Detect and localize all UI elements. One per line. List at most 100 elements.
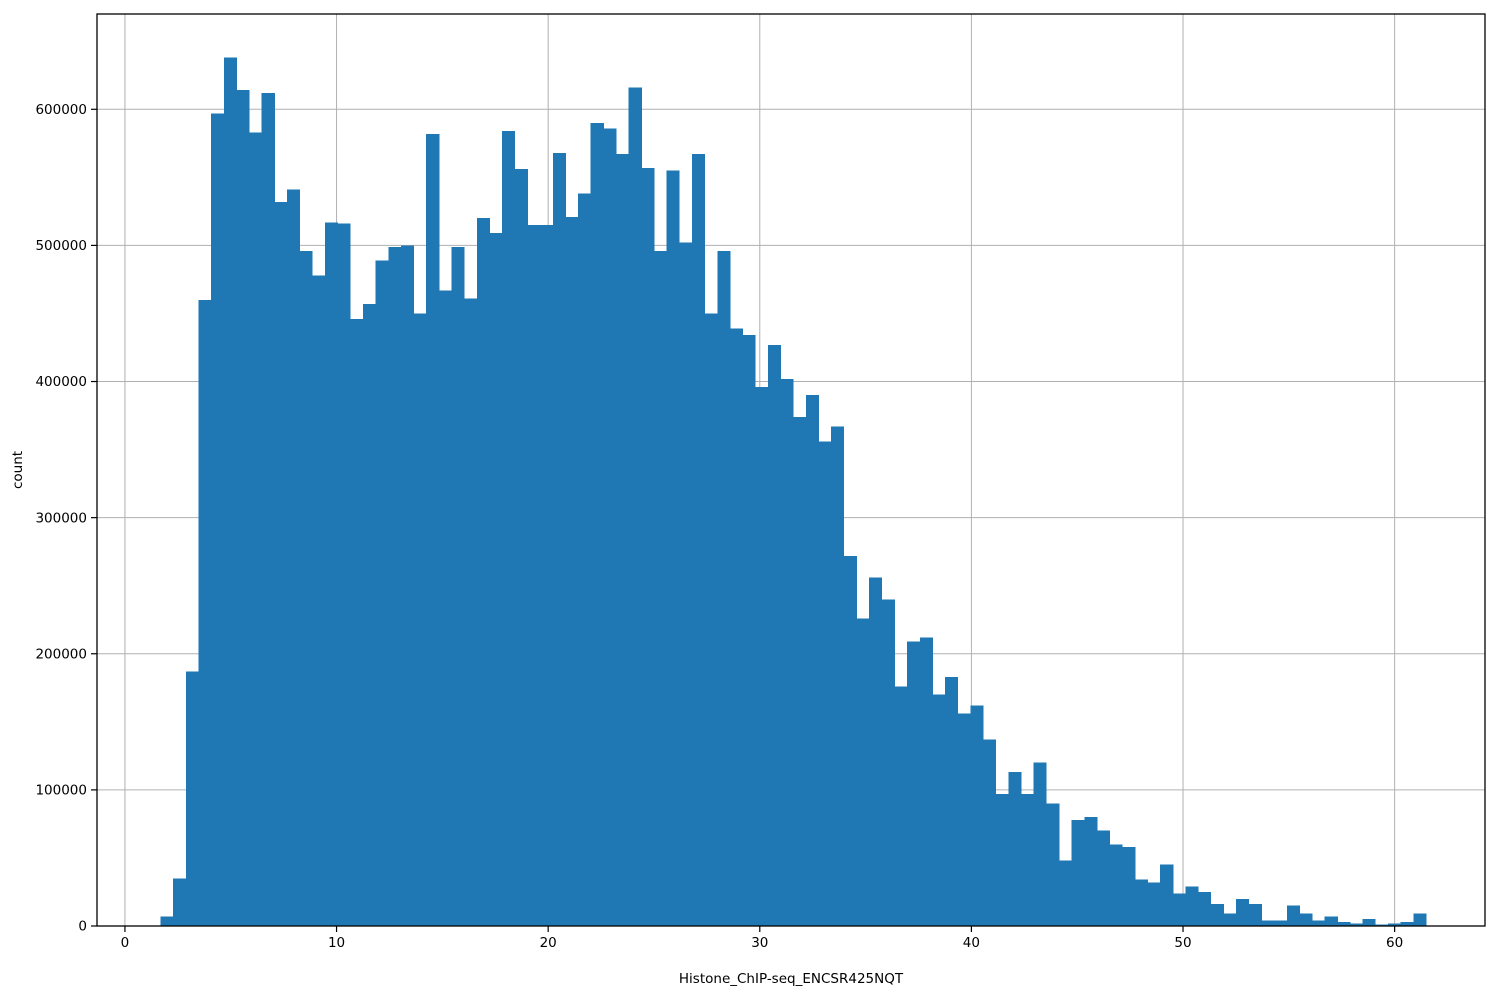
histogram-bar — [1185, 886, 1199, 926]
histogram-bar — [1160, 864, 1174, 926]
histogram-bar — [388, 246, 402, 927]
histogram-bar — [198, 299, 212, 927]
histogram-bar — [1375, 924, 1389, 926]
histogram-bar — [1248, 904, 1262, 926]
x-tick-label: 40 — [963, 935, 980, 951]
histogram-bar — [1223, 913, 1237, 926]
histogram-bar — [249, 132, 263, 926]
histogram-bar — [666, 170, 680, 927]
histogram-bar — [793, 416, 807, 926]
histogram-bar — [983, 739, 997, 926]
histogram-bar — [945, 676, 959, 926]
y-tick-label: 500000 — [35, 238, 87, 254]
histogram-bar — [831, 426, 845, 926]
histogram-bar — [970, 705, 984, 926]
histogram-bar — [287, 189, 301, 927]
histogram-bar — [514, 169, 528, 926]
x-tick-label: 20 — [540, 935, 557, 951]
spines-layer — [96, 13, 1486, 927]
histogram-bar — [717, 250, 731, 926]
histogram-bar — [489, 233, 503, 927]
histogram-bar — [185, 671, 199, 926]
histogram-bar — [1021, 793, 1035, 926]
histogram-bar — [451, 246, 465, 927]
histogram-bar — [641, 167, 655, 926]
histogram-bar — [1147, 882, 1161, 926]
histogram-bar — [843, 555, 857, 926]
ticks-layer: 0 10 20 30 40 50 60 0 100000 200000 300000 400000 50… — [35, 102, 1403, 951]
histogram-bar — [869, 577, 883, 926]
histogram-bar — [1071, 819, 1085, 926]
y-tick-label: 400000 — [35, 374, 87, 390]
histogram-bar — [426, 133, 440, 926]
histogram-bar — [173, 878, 187, 926]
histogram-bar — [1210, 904, 1224, 926]
histogram-bar — [375, 260, 389, 927]
histogram-bar — [223, 57, 237, 926]
histogram-bar — [603, 128, 617, 926]
histogram-bar — [1324, 916, 1338, 926]
histogram-bar — [654, 250, 668, 926]
histogram-bar — [160, 916, 174, 926]
histogram-bar — [1096, 830, 1110, 926]
histogram-bar — [616, 154, 630, 926]
histogram-bar — [1134, 879, 1148, 926]
histogram-bar — [1236, 898, 1250, 926]
histogram-bar — [780, 378, 794, 926]
histogram-bar — [1413, 913, 1427, 926]
histogram-bar — [1084, 817, 1098, 926]
histogram-bar — [464, 298, 478, 926]
histogram-bar — [540, 224, 554, 926]
histogram-bar — [691, 154, 706, 926]
histogram-bar — [1172, 893, 1186, 926]
histogram-bar — [1046, 803, 1060, 926]
histogram-bar — [805, 395, 819, 926]
histogram-bar — [261, 92, 275, 926]
histogram-bar — [894, 686, 908, 926]
bars-layer — [160, 57, 1427, 927]
histogram-bar — [1286, 905, 1300, 926]
histogram-bar — [1350, 923, 1364, 926]
histogram-bar — [236, 90, 250, 926]
y-tick-label: 200000 — [35, 646, 87, 662]
histogram-bar — [1261, 920, 1275, 926]
histogram-bar — [907, 641, 921, 926]
histogram-bar — [1058, 860, 1073, 926]
histogram-bar — [1299, 913, 1313, 926]
histogram-bar — [742, 335, 756, 926]
histogram-bar — [337, 223, 351, 926]
histogram-bar — [1312, 920, 1326, 926]
histogram-bar — [350, 318, 364, 926]
histogram-bar — [502, 131, 516, 926]
x-tick-label: 0 — [121, 935, 130, 951]
y-tick-label: 0 — [78, 919, 87, 935]
histogram-bar — [312, 275, 326, 926]
histogram-bar — [1198, 891, 1212, 926]
histogram-bar — [1387, 923, 1402, 926]
axes-spines — [96, 13, 1486, 927]
x-axis-title: Histone_ChIP-seq_ENCSR425NQT — [679, 971, 904, 987]
histogram-bar — [527, 224, 541, 926]
histogram-bar — [679, 242, 693, 926]
histogram-bar — [818, 441, 832, 926]
histogram-bar — [1109, 844, 1123, 926]
histogram-bar — [211, 113, 225, 926]
histogram-bar — [919, 637, 933, 926]
histogram-bar — [362, 303, 377, 926]
histogram-bar — [1274, 920, 1288, 926]
histogram-bar — [1008, 772, 1022, 926]
histogram-bar — [438, 290, 452, 926]
x-tick-label: 60 — [1386, 935, 1403, 951]
histogram-bar — [767, 344, 781, 926]
histogram-bar — [1122, 847, 1136, 926]
histogram-bar — [856, 618, 870, 926]
histogram-bar — [1337, 921, 1351, 926]
histogram-bar — [476, 218, 490, 927]
histogram-bar — [729, 328, 744, 927]
histogram-bar — [995, 793, 1009, 926]
y-tick-label: 600000 — [35, 102, 87, 118]
histogram-bar — [324, 222, 339, 926]
histogram-bar — [1362, 919, 1376, 926]
